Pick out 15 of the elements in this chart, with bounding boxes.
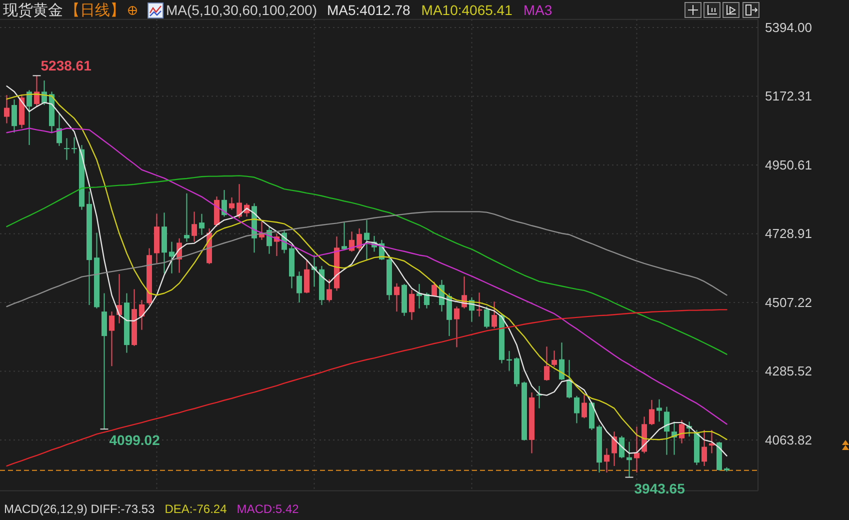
y-tick-label: 5394.00 <box>765 20 812 35</box>
y-tick-label: 4950.61 <box>765 157 812 172</box>
note: MACD:5.42 <box>236 502 299 516</box>
y-tick-label: 4063.82 <box>765 432 812 448</box>
annotation: 5238.61 <box>40 58 92 74</box>
y-tick-label: 5172.31 <box>765 88 812 104</box>
header: 现货黄金【日线】 <box>3 2 125 19</box>
note: DEA:-76.24 <box>164 502 227 516</box>
y-tick-label: 4507.22 <box>765 294 812 310</box>
annotation: 3943.65 <box>634 480 685 496</box>
annotation: 4099.02 <box>109 432 160 448</box>
note: MACD(26,12,9) DIFF:-73.53 <box>4 502 155 516</box>
legend: MA(5,10,30,60,100,200) MA5:4012.78 MA10:4065.41 MA3 <box>166 2 552 18</box>
y-tick-label: 4728.91 <box>765 226 812 242</box>
y-tick-label: 4285.52 <box>765 364 812 379</box>
